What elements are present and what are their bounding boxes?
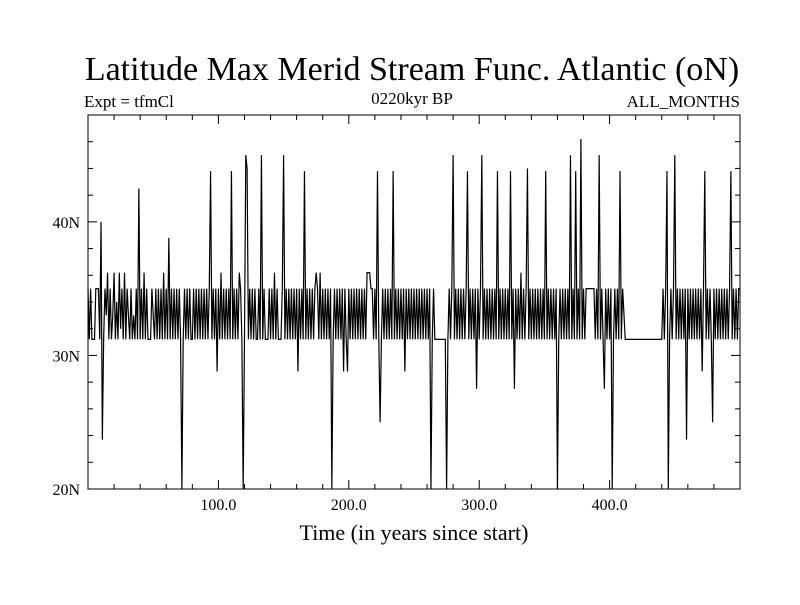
series-line <box>87 139 740 490</box>
experiment-label: Expt = tfmCl <box>84 92 174 111</box>
x-tick-label: 400.0 <box>592 497 628 514</box>
x-tick-label: 100.0 <box>200 497 236 514</box>
y-tick-label: 40N <box>52 215 80 232</box>
period-label: 0220kyr BP <box>371 89 453 108</box>
x-tick-label: 300.0 <box>461 497 497 514</box>
tick-label-group: 100.0 200.0 300.0 400.0 20N 30N 40N <box>52 215 627 514</box>
x-axis-label: Time (in years since start) <box>300 520 529 545</box>
y-tick-label: 30N <box>52 348 80 365</box>
y-tick-label: 20N <box>52 482 80 499</box>
x-tick-label: 200.0 <box>331 497 367 514</box>
chart-title: Latitude Max Merid Stream Func. Atlantic… <box>85 51 739 88</box>
months-label: ALL_MONTHS <box>627 92 740 111</box>
